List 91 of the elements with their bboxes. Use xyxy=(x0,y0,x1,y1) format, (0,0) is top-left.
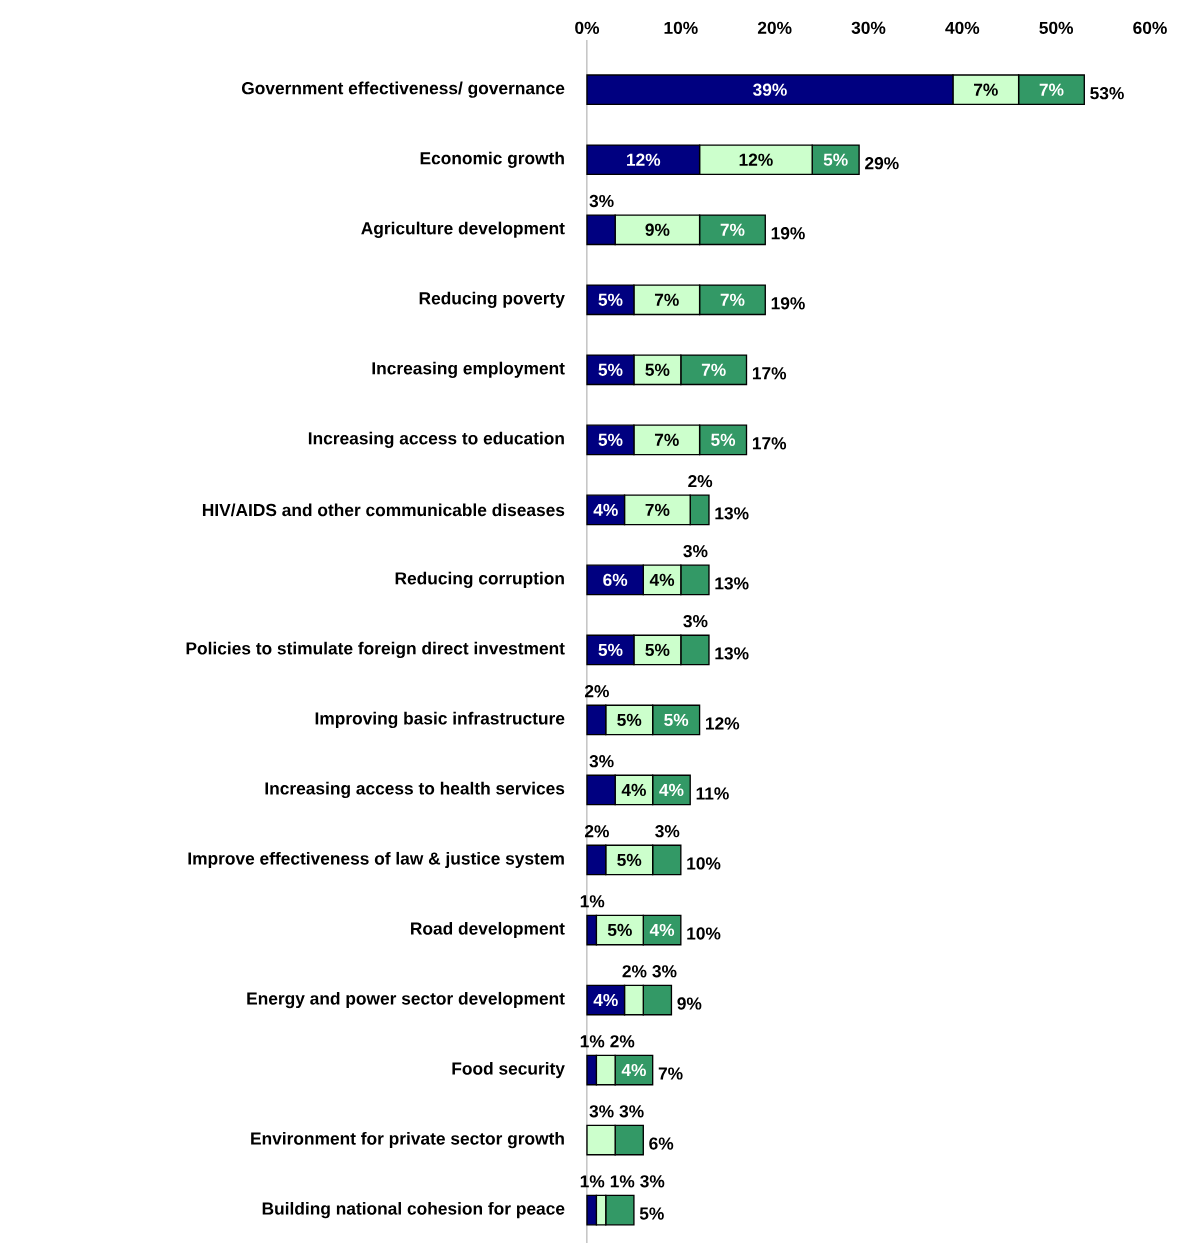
y-tick-label: Food security xyxy=(452,1061,565,1079)
data-label: 5% xyxy=(598,433,623,446)
data-label: 2% xyxy=(610,1035,635,1048)
data-label: 5% xyxy=(598,363,623,376)
y-tick-label: Energy and power sector development xyxy=(247,991,565,1009)
data-label: 7% xyxy=(1039,83,1064,96)
total-label: 17% xyxy=(752,437,787,450)
total-label: 29% xyxy=(865,157,899,170)
data-label: 4% xyxy=(621,783,646,797)
data-label: 3% xyxy=(589,1105,614,1118)
data-label: 5% xyxy=(823,153,848,166)
total-label: 13% xyxy=(715,647,749,660)
y-tick-label: Improve effectiveness of law & justice system xyxy=(188,851,564,869)
data-label: 7% xyxy=(654,433,679,446)
x-tick-label: 0% xyxy=(575,21,600,34)
data-label: 1% xyxy=(580,1035,605,1048)
y-tick-label: Agriculture development xyxy=(361,221,565,238)
y-tick-label: Economic growth xyxy=(420,151,564,168)
x-tick-label: 50% xyxy=(1039,21,1074,34)
data-label: 1% xyxy=(580,1175,605,1188)
data-label: 4% xyxy=(659,783,684,797)
data-label: 7% xyxy=(720,223,745,236)
data-label: 3% xyxy=(683,614,708,628)
y-tick-label: Increasing access to education xyxy=(308,431,564,448)
data-label: 3% xyxy=(589,755,614,768)
data-label: 3% xyxy=(655,825,680,838)
data-label: 7% xyxy=(974,83,998,96)
data-label: 5% xyxy=(598,643,623,657)
total-label: 5% xyxy=(639,1207,664,1220)
data-label: 4% xyxy=(593,503,618,516)
data-label: 3% xyxy=(652,965,677,978)
data-label: 3% xyxy=(683,544,708,558)
data-label: 12% xyxy=(739,153,773,166)
x-tick-label: 40% xyxy=(945,21,980,34)
total-label: 53% xyxy=(1090,87,1124,100)
data-label: 5% xyxy=(645,363,670,376)
y-tick-label: Road development xyxy=(411,921,565,939)
y-tick-label: Improving basic infrastructure xyxy=(315,711,565,729)
data-label: 3% xyxy=(589,194,614,208)
total-label: 10% xyxy=(687,857,721,870)
data-label: 5% xyxy=(617,713,642,727)
data-label: 4% xyxy=(593,993,618,1007)
data-label: 7% xyxy=(654,293,679,306)
total-label: 19% xyxy=(771,227,805,240)
data-label: 5% xyxy=(664,713,689,727)
data-label: 5% xyxy=(607,923,632,937)
data-label: 12% xyxy=(627,153,661,166)
data-label: 3% xyxy=(619,1105,644,1118)
y-tick-label: Increasing employment xyxy=(372,361,565,378)
data-label: 7% xyxy=(701,363,726,376)
x-tick-label: 10% xyxy=(664,21,698,34)
total-label: 10% xyxy=(687,927,721,940)
y-tick-label: Environment for private sector growth xyxy=(251,1131,564,1149)
data-label: 2% xyxy=(584,685,609,698)
total-label: 13% xyxy=(715,577,749,590)
y-tick-label: Government effectiveness/ governance xyxy=(241,81,565,98)
x-tick-label: 20% xyxy=(757,21,792,34)
total-label: 17% xyxy=(752,367,787,380)
data-label: 3% xyxy=(640,1175,665,1188)
data-label: 2% xyxy=(584,825,609,838)
data-label: 6% xyxy=(603,573,628,587)
total-label: 6% xyxy=(649,1137,674,1150)
y-tick-label: Increasing access to health services xyxy=(265,781,565,799)
y-tick-label: Policies to stimulate foreign direct investment xyxy=(186,641,565,659)
data-label: 7% xyxy=(645,503,670,516)
y-tick-label: HIV/AIDS and other communicable diseases xyxy=(202,503,565,517)
data-label: 2% xyxy=(688,475,713,488)
data-label: 1% xyxy=(580,895,605,908)
data-label: 4% xyxy=(649,573,675,586)
data-label: 1% xyxy=(610,1175,635,1188)
data-label: 5% xyxy=(617,853,642,867)
total-label: 19% xyxy=(771,297,805,310)
y-tick-label: Reducing corruption xyxy=(395,571,564,589)
x-tick-label: 30% xyxy=(851,21,886,34)
data-label: 9% xyxy=(645,223,670,236)
data-label: 5% xyxy=(645,643,670,657)
data-label: 5% xyxy=(598,293,623,306)
data-label: 4% xyxy=(649,923,675,937)
y-tick-label: Reducing poverty xyxy=(419,291,565,308)
total-label: 11% xyxy=(696,787,729,800)
y-tick-label: Building national cohesion for peace xyxy=(262,1201,565,1219)
data-label: 39% xyxy=(753,83,787,96)
data-label: 2% xyxy=(622,965,647,978)
total-label: 9% xyxy=(677,997,702,1010)
data-label: 4% xyxy=(621,1063,646,1077)
data-label: 7% xyxy=(720,293,745,306)
total-label: 13% xyxy=(715,507,749,520)
total-label: 7% xyxy=(658,1067,683,1080)
total-label: 12% xyxy=(706,717,740,730)
x-tick-label: 60% xyxy=(1133,21,1167,34)
data-label: 5% xyxy=(711,433,736,446)
